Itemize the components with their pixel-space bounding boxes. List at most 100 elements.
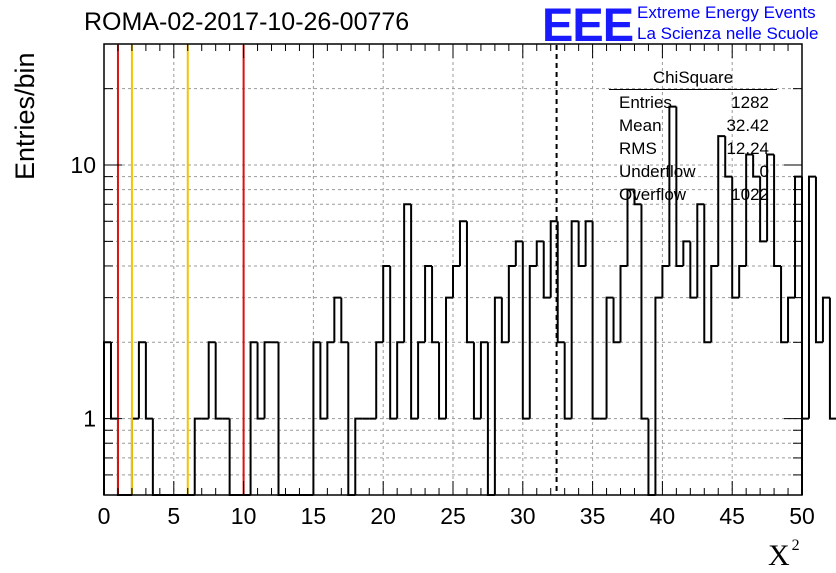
stats-row: Overflow 1022 [609, 183, 777, 206]
histogram-bin [507, 264, 516, 343]
histogram-bin [452, 264, 460, 298]
histogram-bin [410, 204, 419, 420]
histogram-bin [626, 188, 635, 266]
histogram-bin [787, 296, 796, 343]
histogram-bin [403, 203, 412, 343]
histogram-bin [640, 204, 649, 420]
x-tick-label: 5 [167, 503, 180, 529]
x-axis-label-exponent: 2 [791, 537, 800, 554]
stats-label: Entries [619, 93, 672, 112]
x-tick-label: 25 [440, 503, 466, 529]
histogram-bin [458, 220, 467, 266]
histogram-bin [745, 153, 754, 266]
histogram-bin [556, 221, 565, 344]
histogram-bin [514, 240, 523, 266]
histogram-bin [807, 175, 816, 419]
histogram-bin [354, 417, 363, 495]
x-tick-label: 45 [719, 503, 745, 529]
y-tick-label: 10 [70, 152, 96, 178]
histogram-bin [654, 296, 663, 495]
logo-tagline-1: Extreme Energy Events [637, 3, 816, 22]
histogram-bin [249, 341, 258, 495]
stats-label: Mean [619, 116, 662, 135]
histogram-bin [528, 264, 537, 419]
histogram-bin [668, 105, 677, 266]
stats-value: 1282 [731, 93, 769, 112]
histogram-bin [493, 296, 502, 495]
histogram-bin [780, 265, 789, 344]
histogram-bin [465, 221, 474, 344]
run-title: ROMA-02-2017-10-26-00776 [84, 8, 410, 36]
histogram-bin [605, 296, 614, 419]
stats-value: 32.42 [726, 116, 769, 135]
histogram-bin [724, 136, 733, 178]
stats-title: ChiSquare [609, 66, 777, 90]
histogram-bin [479, 341, 488, 419]
histogram-bin [759, 176, 768, 243]
histogram-bin [696, 203, 705, 298]
x-tick-label: 35 [580, 503, 606, 529]
stats-label: Underflow [619, 162, 696, 181]
histogram-bin [256, 342, 265, 420]
histogram-bin [312, 341, 321, 495]
stats-value: 12.24 [726, 139, 769, 158]
histogram-bin [570, 220, 579, 419]
x-axis-label-base: X [768, 539, 790, 572]
x-tick-label: 15 [301, 503, 327, 529]
x-tick-label: 50 [789, 503, 815, 529]
x-tick-label: 30 [510, 503, 536, 529]
y-tick-label: 1 [83, 406, 96, 432]
stats-value: 0 [759, 162, 769, 181]
histogram-bin [445, 296, 453, 419]
histogram-bin [563, 342, 572, 420]
stats-value: 1022 [731, 185, 769, 204]
histogram-bin [738, 264, 747, 298]
histogram-bin [431, 265, 440, 344]
histogram-bin [263, 341, 272, 419]
histogram-bin [207, 341, 216, 419]
histogram-bin [326, 341, 335, 419]
histogram-bin [214, 342, 223, 420]
histogram-bin [375, 341, 384, 419]
marker-lines [116, 45, 558, 494]
stats-row: RMS 12.24 [609, 137, 777, 160]
histogram-bin [682, 240, 691, 266]
histogram-bin [535, 240, 544, 266]
histogram-bin [633, 189, 642, 206]
histogram-bin [193, 417, 202, 495]
histogram-bin [521, 241, 530, 420]
histogram-bin [144, 342, 153, 420]
histogram-bin [828, 297, 836, 420]
histogram-bin [717, 135, 726, 266]
axes: 0 5 10 15 20 25 30 35 40 45 50 1 10 [70, 43, 815, 529]
histogram-bin [472, 342, 481, 420]
histogram-bin [794, 175, 802, 298]
histogram-bin [661, 264, 670, 298]
histogram-bin [689, 241, 698, 299]
histogram-bin [500, 297, 509, 344]
stats-row: Mean 32.42 [609, 114, 777, 137]
histogram-bin [612, 297, 621, 344]
histogram-bin [389, 265, 398, 420]
histogram-bin [417, 341, 426, 419]
stats-row: Entries 1282 [609, 91, 777, 114]
histogram-bin [396, 341, 405, 419]
histogram-bin [319, 342, 328, 420]
histogram-bin [773, 154, 782, 267]
histogram-bin [577, 221, 586, 267]
histogram-bin [340, 297, 349, 344]
histogram-bin [382, 264, 391, 343]
x-tick-label: 10 [231, 503, 257, 529]
stats-label: Overflow [619, 185, 687, 204]
x-tick-label: 20 [370, 503, 396, 529]
histogram-bin [752, 154, 761, 178]
histogram-bin [766, 153, 775, 242]
histogram-bin [710, 264, 719, 343]
stats-label: RMS [619, 139, 657, 158]
histogram-bin [731, 176, 740, 299]
histogram-bin [801, 176, 809, 420]
stats-row: Underflow 0 [609, 160, 777, 183]
x-tick-label: 0 [98, 503, 111, 529]
histogram-bin [438, 342, 447, 420]
